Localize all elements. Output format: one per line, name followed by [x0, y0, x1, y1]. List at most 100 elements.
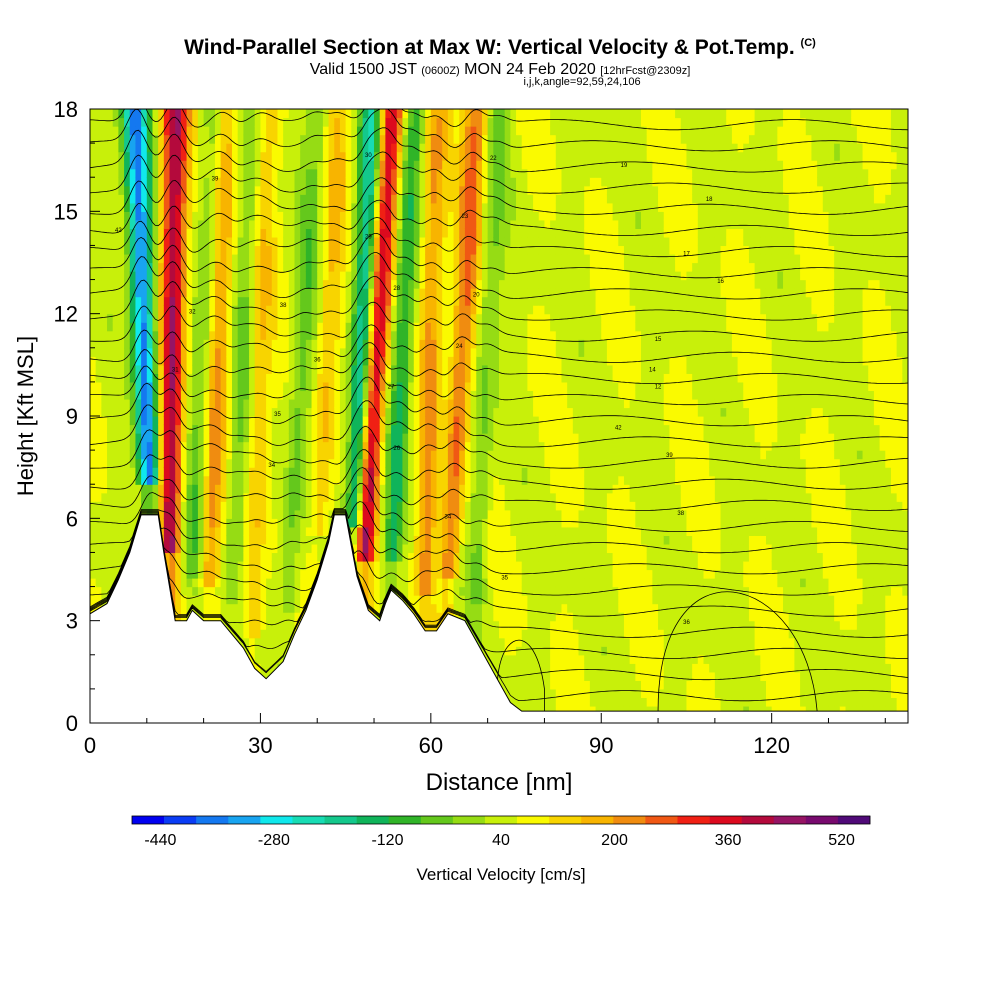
- field-cell: [112, 347, 120, 357]
- field-cell: [481, 552, 489, 562]
- field-cell: [107, 236, 114, 247]
- field-cell: [271, 160, 279, 170]
- field-cell: [249, 629, 256, 639]
- field-cell: [300, 535, 307, 545]
- field-cell: [476, 586, 483, 596]
- field-cell: [402, 109, 409, 119]
- field-cell: [436, 552, 443, 562]
- field-cell: [226, 211, 233, 221]
- field-cell: [453, 441, 460, 451]
- field-cell: [294, 612, 301, 622]
- field-cell: [214, 569, 222, 579]
- field-cell: [351, 245, 358, 255]
- field-cell: [135, 168, 142, 178]
- field-cell: [379, 134, 386, 144]
- field-cell: [152, 271, 159, 281]
- field-cell: [237, 509, 244, 519]
- field-cell: [430, 433, 438, 443]
- field-cell: [374, 236, 381, 247]
- field-cell: [283, 151, 290, 161]
- field-cell: [374, 194, 381, 204]
- field-cell: [243, 160, 250, 170]
- field-cell: [129, 458, 137, 468]
- field-cell: [277, 612, 284, 622]
- field-cell: [317, 535, 324, 545]
- field-cell: [288, 109, 296, 119]
- field-cell: [436, 364, 443, 374]
- field-cell: [379, 518, 386, 528]
- field-cell: [226, 560, 233, 571]
- field-cell: [430, 526, 438, 536]
- field-cell: [220, 143, 227, 153]
- field-cell: [283, 109, 290, 119]
- field-cell: [351, 168, 358, 178]
- field-cell: [425, 578, 432, 588]
- field-cell: [464, 245, 472, 255]
- field-cell: [402, 143, 409, 153]
- field-cell: [249, 364, 256, 374]
- field-cell: [277, 151, 284, 161]
- field-cell: [141, 271, 148, 281]
- field-cell: [146, 219, 154, 229]
- field-cell: [368, 160, 375, 170]
- field-cell: [283, 475, 290, 485]
- field-cell: [311, 339, 318, 349]
- field-cell: [232, 117, 239, 127]
- field-cell: [311, 143, 318, 153]
- field-cell: [95, 151, 102, 161]
- field-cell: [413, 177, 421, 187]
- field-cell: [214, 501, 222, 511]
- field-cell: [391, 262, 398, 272]
- field-cell: [118, 424, 125, 434]
- field-cell: [305, 560, 313, 571]
- field-cell: [413, 364, 421, 374]
- field-cell: [356, 433, 364, 443]
- field-cell: [322, 262, 330, 272]
- field-cell: [232, 262, 239, 272]
- field-cell: [453, 134, 460, 144]
- field-cell: [277, 475, 284, 485]
- field-cell: [260, 450, 267, 460]
- field-cell: [339, 117, 347, 127]
- field-cell: [322, 398, 330, 409]
- field-cell: [419, 228, 426, 238]
- field-cell: [464, 109, 472, 119]
- field-cell: [118, 475, 125, 485]
- field-cell: [260, 236, 267, 247]
- field-cell: [476, 569, 483, 579]
- field-cell: [112, 364, 120, 374]
- field-cell: [311, 126, 318, 136]
- field-cell: [464, 296, 472, 306]
- field-cell: [214, 151, 222, 161]
- field-cell: [260, 586, 267, 596]
- field-cell: [146, 134, 154, 144]
- field-cell: [90, 416, 97, 426]
- field-cell: [214, 160, 222, 170]
- field-cell: [396, 560, 404, 571]
- field-cell: [146, 151, 154, 161]
- field-cell: [226, 381, 233, 392]
- field-cell: [379, 143, 386, 153]
- field-cell: [294, 501, 301, 511]
- field-cell: [192, 322, 199, 332]
- field-cell: [413, 552, 421, 562]
- field-cell: [214, 458, 222, 468]
- field-cell: [288, 518, 296, 528]
- field-cell: [163, 347, 171, 357]
- field-cell: [339, 441, 347, 451]
- field-cell: [391, 458, 398, 468]
- field-cell: [277, 424, 284, 434]
- field-cell: [436, 535, 443, 545]
- field-cell: [339, 356, 347, 366]
- field-cell: [408, 560, 415, 571]
- field-cell: [442, 543, 449, 554]
- field-cell: [459, 288, 466, 298]
- field-cell: [288, 526, 296, 536]
- field-cell: [175, 339, 182, 349]
- field-cell: [254, 390, 262, 400]
- field-cell: [374, 262, 381, 272]
- field-cell: [374, 569, 381, 579]
- field-cell: [186, 330, 193, 340]
- field-cell: [391, 143, 398, 153]
- field-cell: [197, 202, 205, 212]
